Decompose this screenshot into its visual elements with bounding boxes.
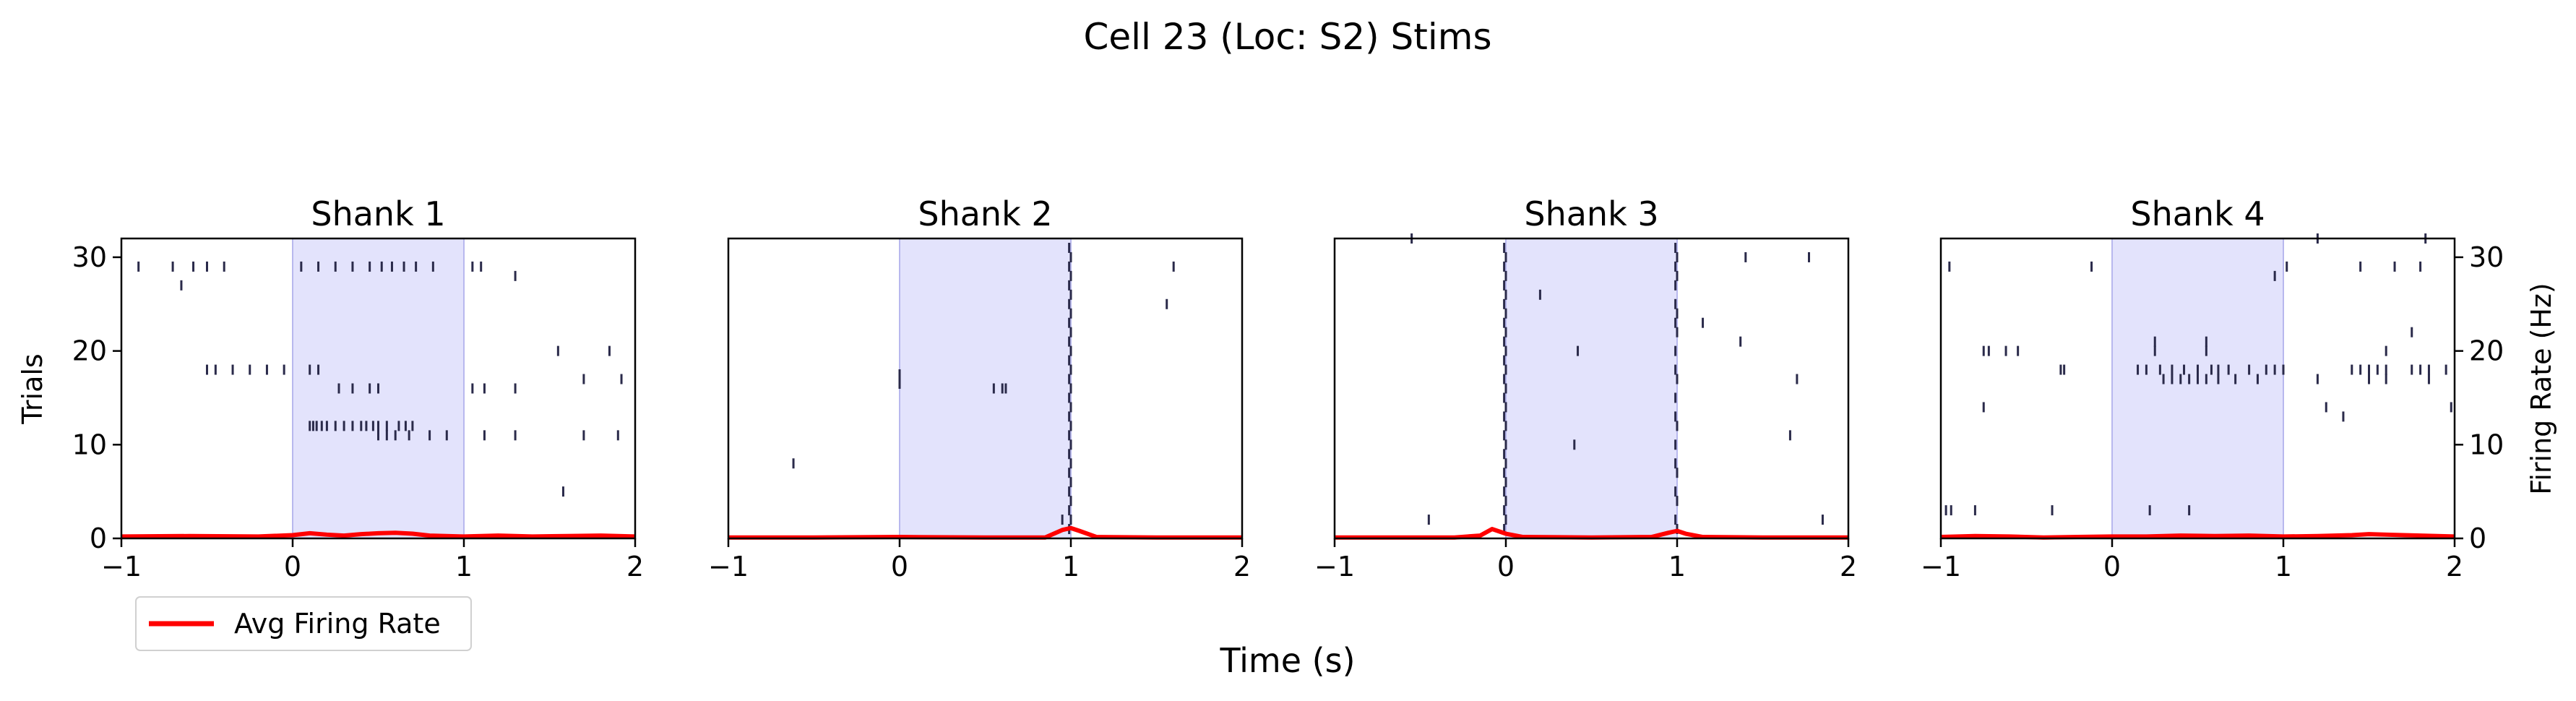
y-tick-label: 20 [72,335,107,367]
x-axis-label-time: Time (s) [1219,641,1355,680]
y-axis-label-firing-rate: Firing Rate (Hz) [2525,283,2557,495]
x-tick-label: 1 [2275,551,2292,582]
panel-title: Shank 2 [918,194,1052,233]
axes-frame [1939,237,2456,540]
x-tick-label: 1 [455,551,473,582]
x-tick-label: 2 [626,551,644,582]
x-tick-label: 0 [891,551,908,582]
legend-box [135,596,472,651]
x-tick-label: 1 [1062,551,1080,582]
x-tick-label: 2 [2446,551,2463,582]
axes-frame [120,237,637,540]
panel-shank-3: Shank 3 −1 0 1 2 [1314,194,1857,582]
y-tick-label: 10 [2469,429,2504,460]
y-tick-label: 0 [90,522,107,554]
y-tick-label: 0 [2469,522,2486,554]
x-tick-label: 0 [284,551,301,582]
x-tick-label: −1 [101,551,142,582]
x-tick-label: 0 [1497,551,1515,582]
x-tick-label: 2 [1840,551,1857,582]
stim-window [899,238,1072,539]
avg-firing-rate-line [1335,527,1848,540]
x-tick-label: −1 [708,551,749,582]
x-tick-label: 1 [1668,551,1686,582]
avg-firing-rate-line [1940,532,2455,540]
panel-title: Shank 1 [311,194,445,233]
x-tick-label: −1 [1921,551,1961,582]
y-axis-label-trials: Trials [17,353,48,424]
legend-label: Avg Firing Rate [234,608,441,640]
stim-window [2111,238,2284,539]
y-tick-label: 10 [72,429,107,460]
figure-title: Cell 23 (Loc: S2) Stims [1083,16,1491,58]
avg-firing-rate-line [121,530,636,539]
x-tick-label: −1 [1314,551,1355,582]
stim-window [1505,238,1678,539]
x-tick-label: 0 [2103,551,2121,582]
legend: Avg Firing Rate [135,596,472,651]
avg-firing-rate-line [728,525,1242,540]
y-tick-label: 20 [2469,335,2504,367]
panel-shank-2: Shank 2 −1 0 1 2 [708,194,1251,582]
x-tick-label: 2 [1233,551,1251,582]
y-tick-label: 30 [2469,241,2504,273]
axes-frame [727,237,1244,540]
panel-title: Shank 4 [2130,194,2265,233]
panel-title: Shank 3 [1524,194,1658,233]
axes-frame [1333,237,1850,540]
y-tick-label: 30 [72,241,107,273]
